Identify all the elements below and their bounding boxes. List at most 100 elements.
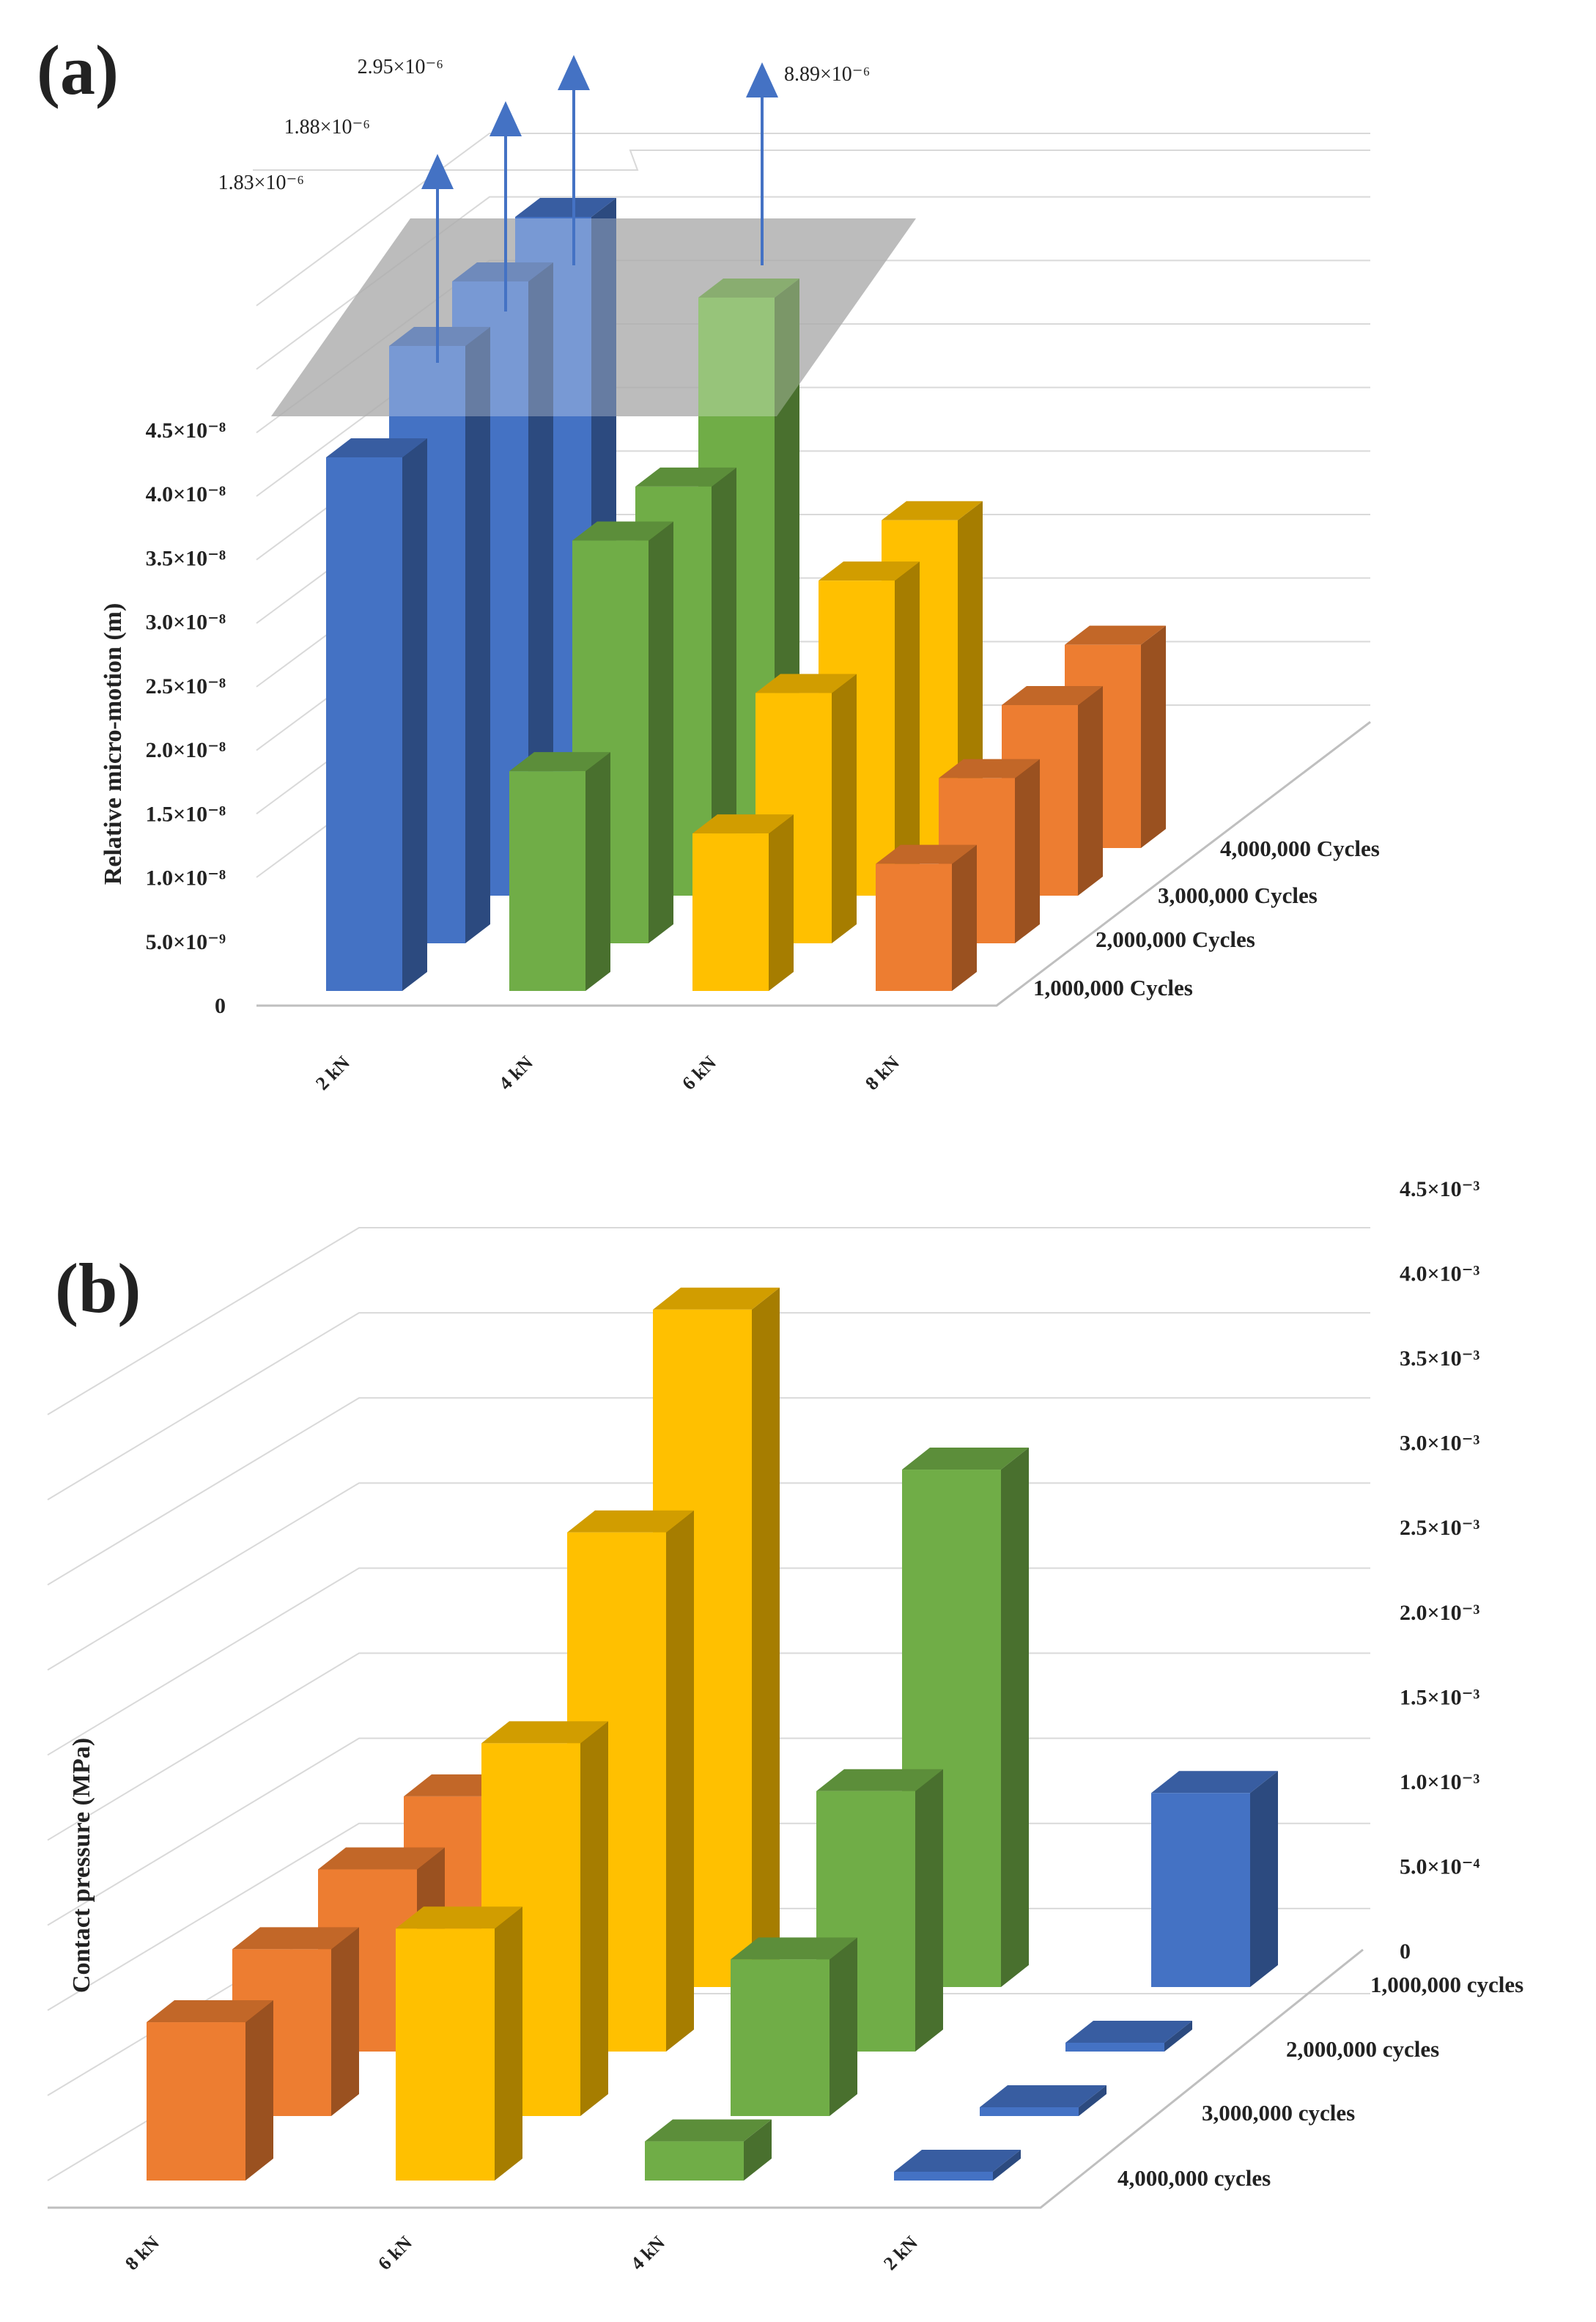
bar-2-0-front — [645, 2141, 744, 2181]
bar-3-2-top — [1002, 686, 1103, 705]
y-tick-label: 4.5×10⁻³ — [1400, 1177, 1479, 1201]
bar-2-0 — [692, 814, 794, 991]
y-tick-label: 1.0×10⁻⁸ — [146, 866, 226, 891]
bar-2-3-top — [902, 1448, 1029, 1470]
y-tick-label: 3.5×10⁻³ — [1400, 1346, 1479, 1371]
bar-1-2-top — [567, 1510, 694, 1533]
bar-3-0 — [894, 2150, 1021, 2181]
bar-3-0 — [876, 844, 977, 991]
bar-3-0-side — [993, 2150, 1021, 2181]
bar-0-2-top — [318, 1847, 445, 1870]
panel-b-label: (b) — [55, 1249, 141, 1327]
bar-1-0-front — [509, 771, 585, 991]
bar-1-0 — [509, 752, 610, 991]
bar-0-0-side — [245, 2000, 273, 2181]
y-tick-label: 2.0×10⁻³ — [1400, 1601, 1479, 1625]
panel-a-axes — [256, 720, 1371, 1007]
panel-b-y-axis-title: Contact pressure (MPa) — [68, 1738, 95, 1993]
bar-2-0-top — [692, 814, 794, 834]
y-tick-label: 2.0×10⁻⁸ — [146, 738, 226, 762]
bar-2-2-top — [819, 561, 920, 581]
bar-0-0-front — [326, 457, 402, 991]
depth-label: 2,000,000 Cycles — [1096, 926, 1255, 952]
depth-label: 3,000,000 Cycles — [1158, 882, 1318, 908]
category-label: 8 kN — [121, 2232, 163, 2274]
bar-2-3-top — [882, 501, 983, 520]
off-scale-arrow-head — [558, 55, 590, 90]
y-tick-label: 4.0×10⁻⁸ — [146, 482, 226, 506]
depth-label: 4,000,000 Cycles — [1220, 836, 1380, 861]
bar-0-2-side — [528, 262, 553, 896]
panel-b-chart: (b) 0 5.0×10⁻⁴ 1.0×10⁻³ 1.5×10⁻³ 2.0×10⁻³ 2.5… — [47, 1177, 1523, 2274]
grid-line — [47, 1652, 1370, 1841]
bar-3-1-side — [1015, 759, 1040, 943]
y-tick-label: 0 — [1400, 1939, 1411, 1964]
off-scale-arrow-head — [421, 154, 454, 189]
bar-1-2-side — [666, 1510, 694, 2052]
category-label: 4 kN — [495, 1052, 537, 1094]
category-label: 6 kN — [374, 2232, 416, 2274]
grid-line — [47, 1822, 1370, 2011]
off-scale-value-label: 1.88×10⁻⁶ — [284, 116, 370, 139]
bar-2-1-side — [830, 1937, 857, 2116]
bar-3-0-side — [952, 844, 977, 991]
grid-line — [47, 1397, 1370, 1586]
off-scale-value-label: 2.95×10⁻⁶ — [358, 56, 443, 78]
floor-edge — [256, 720, 1371, 1007]
panel-b-axes — [48, 1948, 1364, 2209]
bar-1-1-side — [580, 1721, 608, 2116]
depth-label: 2,000,000 cycles — [1286, 2036, 1439, 2062]
bar-2-2-top — [816, 1769, 943, 1791]
y-tick-label: 4.5×10⁻⁸ — [146, 419, 226, 443]
grid-line — [47, 1312, 1370, 1500]
depth-label: 1,000,000 cycles — [1370, 1972, 1523, 1997]
y-tick-label: 4.0×10⁻³ — [1400, 1262, 1479, 1286]
bar-3-3-top — [1065, 625, 1166, 645]
y-tick-label: 1.5×10⁻⁸ — [146, 802, 226, 826]
break-plane-overlay — [271, 218, 916, 416]
category-label: 2 kN — [311, 1052, 354, 1094]
bar-3-0-front — [894, 2172, 993, 2181]
bar-2-0-top — [645, 2119, 772, 2142]
off-scale-value-label: 8.89×10⁻⁶ — [784, 63, 870, 86]
y-tick-label: 0 — [215, 994, 226, 1018]
grid-line — [47, 1737, 1370, 1926]
y-tick-label: 5.0×10⁻⁴ — [1400, 1854, 1479, 1879]
y-tick-label: 3.0×10⁻⁸ — [146, 611, 226, 635]
bar-2-1 — [731, 1937, 857, 2116]
bar-2-1-side — [832, 674, 857, 943]
y-tick-label: 2.5×10⁻⁸ — [146, 674, 226, 699]
category-label: 4 kN — [627, 2232, 669, 2274]
y-tick-label: 2.5×10⁻³ — [1400, 1516, 1479, 1540]
bar-2-2-side — [895, 561, 920, 896]
bar-1-0-front — [396, 1928, 495, 2181]
panel-b-bars — [147, 1287, 1278, 2181]
bar-1-1-top — [481, 1721, 608, 1744]
panel-a-chart: (a) 1.83×10⁻⁶ 1.88×10⁻⁶ 2.95×10⁻⁶ 8.89×10⁻⁶… — [37, 31, 1380, 1094]
bar-3-3-top — [1151, 1771, 1278, 1794]
bar-3-1-top — [980, 2085, 1107, 2107]
grid-line-top — [253, 150, 1370, 171]
bar-2-3-side — [1001, 1448, 1029, 1987]
depth-label: 3,000,000 cycles — [1202, 2100, 1355, 2126]
y-tick-label: 1.0×10⁻³ — [1400, 1770, 1479, 1794]
panel-a-bars — [271, 198, 1166, 991]
bar-2-1-top — [731, 1937, 857, 1960]
bar-2-0-front — [692, 833, 769, 991]
bar-1-0-side — [585, 752, 610, 991]
grid-line — [256, 196, 1370, 370]
panel-b-category-labels: 8 kN 6 kN 4 kN 2 kN — [121, 2232, 922, 2274]
panel-a-depth-labels: 1,000,000 Cycles 2,000,000 Cycles 3,000,00… — [1033, 836, 1380, 1000]
bar-1-2-top — [635, 467, 736, 487]
bar-0-0 — [147, 2000, 273, 2181]
depth-label: 1,000,000 Cycles — [1033, 975, 1193, 1000]
bar-3-1-top — [939, 759, 1040, 778]
bar-0-0-side — [402, 438, 427, 991]
bar-1-0-side — [495, 1906, 522, 2181]
bar-0-0 — [326, 438, 427, 991]
y-tick-label: 3.0×10⁻³ — [1400, 1431, 1479, 1456]
bar-2-0-side — [744, 2119, 772, 2181]
y-tick-label: 1.5×10⁻³ — [1400, 1685, 1479, 1709]
bar-0-0-top — [326, 438, 427, 457]
